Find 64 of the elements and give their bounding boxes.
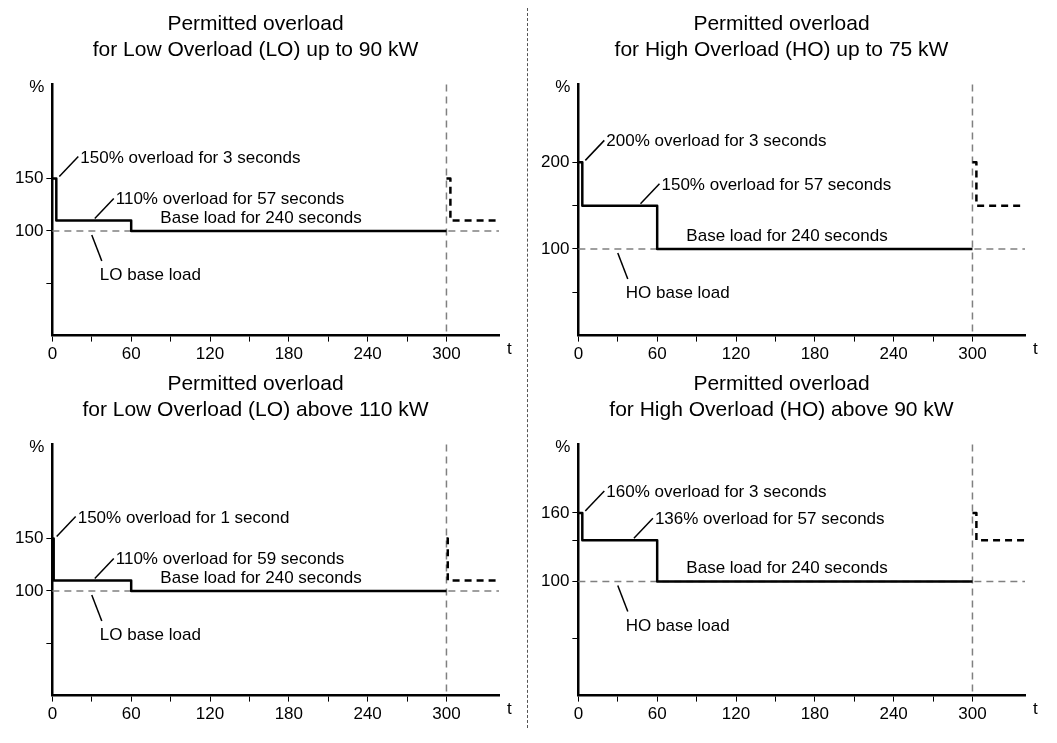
chart-title: Permitted overload: [693, 371, 870, 395]
x-tick-label: 60: [647, 704, 667, 724]
y-tick-label: 160: [540, 502, 570, 522]
y-axis-title: %: [555, 77, 571, 97]
annotation: 150% overload for 3 seconds: [80, 147, 301, 167]
x-tick-label: 60: [647, 344, 667, 364]
y-tick-label: 150: [14, 168, 44, 188]
chart-title: Permitted overload: [167, 11, 344, 35]
y-axis-title: %: [29, 77, 45, 97]
annotation: 150% overload for 1 second: [77, 507, 290, 527]
y-tick-label: 100: [14, 220, 44, 240]
x-tick-label: 300: [958, 344, 987, 364]
y-tick-label: 150: [14, 528, 44, 548]
annotation: 110% overload for 57 seconds: [115, 189, 345, 209]
x-axis-title: t: [1033, 698, 1038, 718]
x-tick-label: 120: [195, 704, 225, 724]
x-tick-label: 0: [47, 704, 58, 724]
annotation: 136% overload for 57 seconds: [654, 509, 885, 529]
x-tick-label: 0: [573, 344, 584, 364]
annotation: Base load for 240 seconds: [160, 567, 362, 587]
annotation: 160% overload for 3 seconds: [606, 481, 827, 501]
annotation: 110% overload for 59 seconds: [115, 549, 345, 569]
x-tick-label: 180: [800, 344, 830, 364]
ref-line-label: HO base load: [625, 283, 730, 303]
y-tick-label: 100: [540, 238, 570, 258]
ref-line-label: HO base load: [625, 615, 730, 635]
ref-line-label: LO base load: [99, 625, 201, 645]
x-tick-label: 240: [879, 704, 908, 724]
x-tick-label: 180: [274, 704, 304, 724]
chart-subtitle: for High Overload (HO) up to 75 kW: [614, 36, 949, 60]
annotation: 200% overload for 3 seconds: [606, 131, 827, 151]
x-axis-title: t: [507, 698, 512, 718]
y-tick-label: 100: [14, 580, 44, 600]
y-axis-title: %: [29, 437, 45, 457]
chart-title: Permitted overload: [693, 11, 870, 35]
chart-subtitle: for Low Overload (LO) above 110 kW: [82, 396, 429, 420]
x-tick-label: 240: [879, 344, 908, 364]
annotation: 150% overload for 57 seconds: [661, 174, 892, 194]
annotation: Base load for 240 seconds: [686, 225, 888, 245]
x-tick-label: 0: [573, 704, 584, 724]
x-axis-title: t: [507, 338, 512, 358]
x-tick-label: 240: [353, 344, 382, 364]
x-tick-label: 180: [800, 704, 830, 724]
x-tick-label: 300: [432, 704, 461, 724]
chart-subtitle: for High Overload (HO) above 90 kW: [609, 396, 954, 420]
x-tick-label: 180: [274, 344, 304, 364]
y-tick-label: 100: [540, 571, 570, 591]
annotation: Base load for 240 seconds: [686, 558, 888, 578]
x-tick-label: 120: [195, 344, 225, 364]
x-tick-label: 0: [47, 344, 58, 364]
chart-subtitle: for Low Overload (LO) up to 90 kW: [92, 36, 419, 60]
x-tick-label: 60: [121, 704, 141, 724]
chart-title: Permitted overload: [167, 371, 344, 395]
x-tick-label: 300: [958, 704, 987, 724]
y-axis-title: %: [555, 437, 571, 457]
x-tick-label: 240: [353, 704, 382, 724]
x-axis-title: t: [1033, 338, 1038, 358]
y-tick-label: 200: [540, 152, 570, 172]
x-tick-label: 60: [121, 344, 141, 364]
x-tick-label: 120: [721, 344, 751, 364]
annotation: Base load for 240 seconds: [160, 207, 362, 227]
x-tick-label: 120: [721, 704, 751, 724]
x-tick-label: 300: [432, 344, 461, 364]
ref-line-label: LO base load: [99, 265, 201, 285]
